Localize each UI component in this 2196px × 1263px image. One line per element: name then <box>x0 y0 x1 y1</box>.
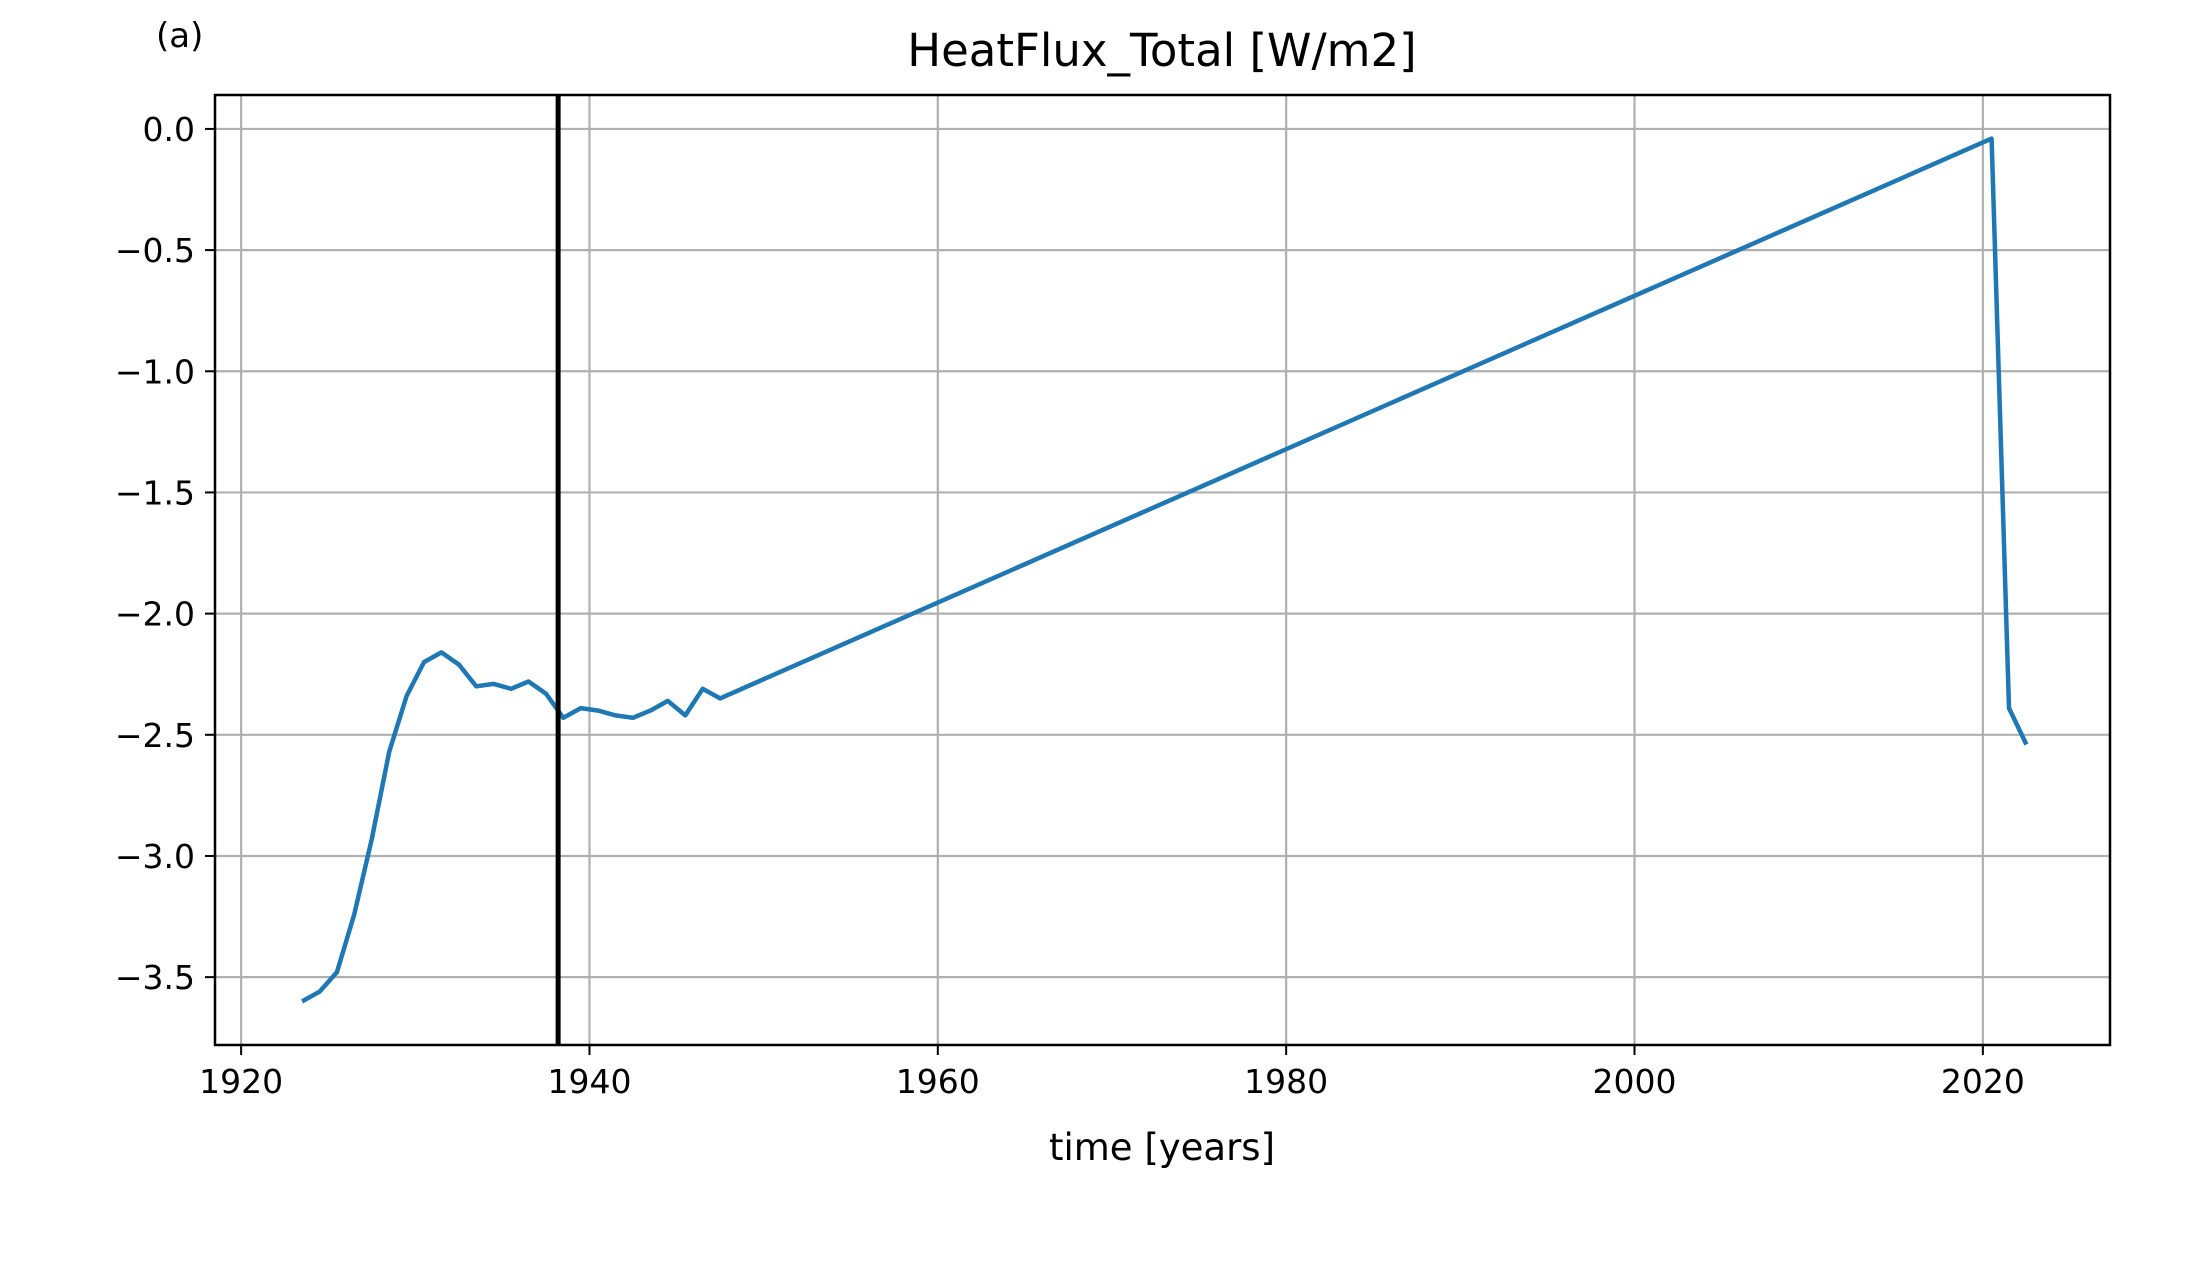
x-tick-label: 1980 <box>1244 1062 1328 1101</box>
y-tick-label: −0.5 <box>115 231 195 270</box>
y-tick-label: −1.5 <box>115 473 195 512</box>
y-tick-label: −1.0 <box>115 352 195 391</box>
plot-frame <box>213 93 2112 1047</box>
y-tick-label: 0.0 <box>143 110 195 149</box>
x-tick-label: 1940 <box>547 1062 631 1101</box>
y-tick-label: −3.5 <box>115 958 195 997</box>
series-line <box>301 136 2029 1004</box>
y-tick-label: −3.0 <box>115 837 195 876</box>
chart-title: HeatFlux_Total [W/m2] <box>907 24 1416 77</box>
y-tick-label: −2.0 <box>115 595 195 634</box>
y-tick-label: −2.5 <box>115 716 195 755</box>
x-axis: 1920 1940 1960 1980 2000 2020 <box>199 1045 2025 1101</box>
x-tick-label: 1920 <box>199 1062 283 1101</box>
y-axis: 0.0 −0.5 −1.0 −1.5 −2.0 −2.5 −3.0 −3.5 <box>115 110 215 997</box>
x-tick-label: 2020 <box>1941 1062 2025 1101</box>
x-tick-label: 2000 <box>1593 1062 1677 1101</box>
panel-label: (a) <box>156 16 203 56</box>
grid <box>215 95 2110 1045</box>
series-layer <box>301 136 2029 1004</box>
x-tick-label: 1960 <box>896 1062 980 1101</box>
x-axis-label: time [years] <box>1049 1126 1275 1169</box>
